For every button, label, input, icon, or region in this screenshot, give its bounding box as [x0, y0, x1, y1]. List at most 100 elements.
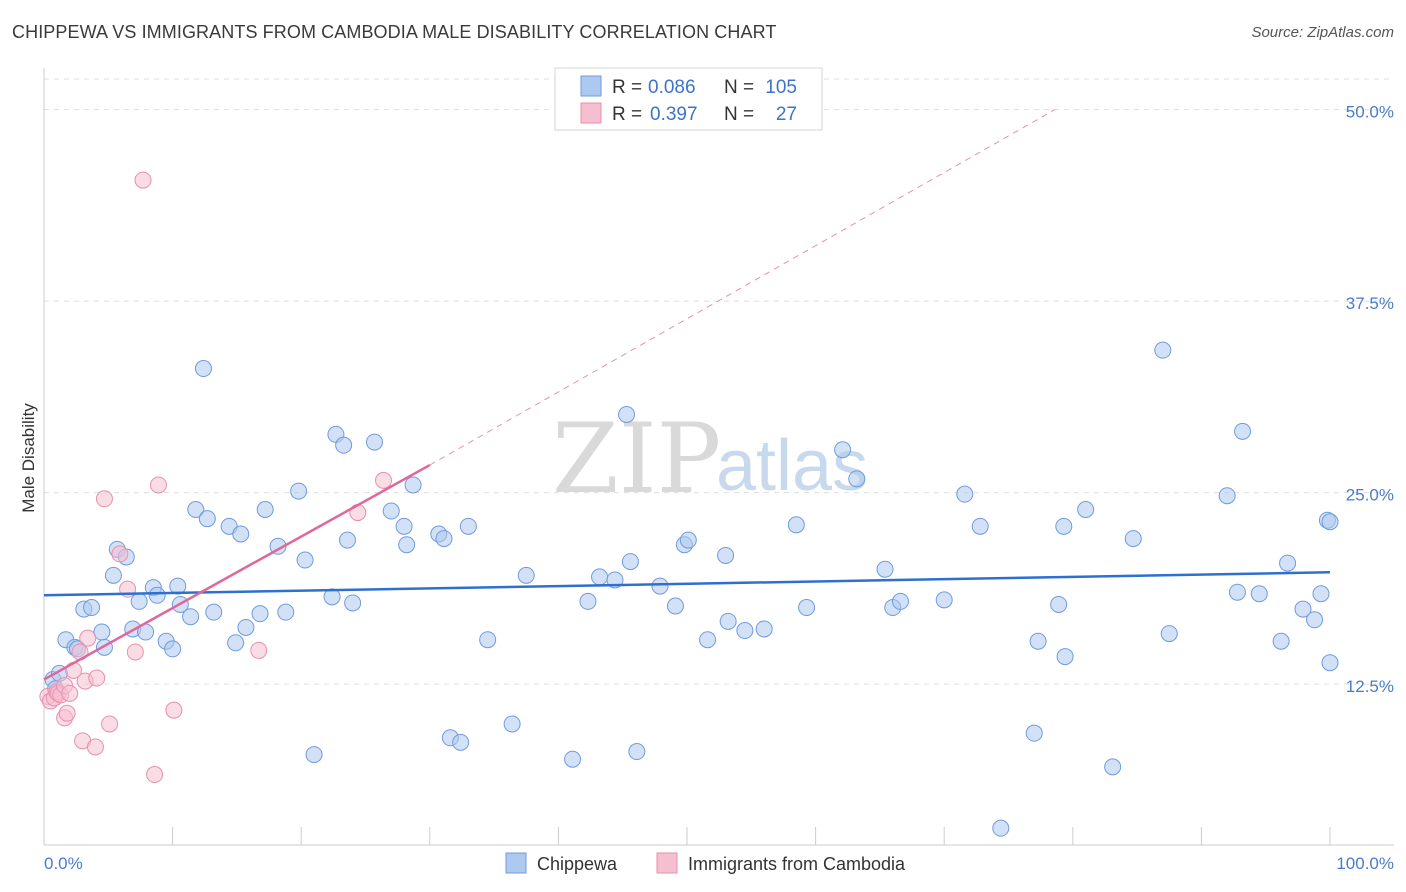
chippewa-point	[1321, 513, 1339, 531]
legend-r-label-1: R =	[612, 104, 642, 125]
y-tick-label: 50.0%	[1346, 103, 1394, 122]
chippewa-point	[935, 591, 953, 609]
chippewa-point	[452, 733, 470, 751]
chippewa-point	[787, 516, 805, 534]
cambodia-point	[61, 684, 79, 702]
legend-n-label-0: N =	[724, 77, 754, 98]
chippewa-point	[1228, 583, 1246, 601]
cambodia-trendline-extension	[429, 109, 1056, 466]
chippewa-point	[1029, 632, 1047, 650]
chippewa-point	[618, 406, 636, 424]
watermark-zip: ZIP	[552, 403, 721, 515]
chippewa-point	[666, 597, 684, 615]
chippewa-point	[621, 553, 639, 571]
correlation-legend: R = 0.086 N = 105 R = 0.397 N = 27	[554, 67, 823, 131]
chippewa-point	[344, 594, 362, 612]
legend-n-value-0: 105	[765, 77, 797, 98]
chippewa-point	[971, 517, 989, 535]
chippewa-point	[237, 618, 255, 636]
chippewa-point	[1306, 611, 1324, 629]
chippewa-point	[891, 592, 909, 610]
chippewa-point	[848, 470, 866, 488]
chippewa-point	[1279, 554, 1297, 572]
chippewa-point	[232, 525, 250, 543]
chippewa-point	[398, 536, 416, 554]
chippewa-point	[736, 622, 754, 640]
chippewa-point	[227, 634, 245, 652]
legend-r-value-0: 0.086	[648, 77, 696, 98]
chippewa-point	[104, 566, 122, 584]
chippewa-point	[296, 551, 314, 569]
cambodia-point	[88, 669, 106, 687]
chippewa-point	[876, 560, 894, 578]
chippewa-point	[290, 482, 308, 500]
chippewa-point	[198, 510, 216, 528]
chippewa-point	[148, 586, 166, 604]
chippewa-point	[277, 603, 295, 621]
chippewa-point	[366, 433, 384, 451]
chippewa-point	[992, 819, 1010, 837]
chippewa-point	[1272, 632, 1290, 650]
cambodia-point	[134, 171, 152, 189]
chippewa-point	[834, 441, 852, 459]
cambodia-point	[58, 704, 76, 722]
chippewa-point	[305, 746, 323, 764]
x-tick-label-min: 0.0%	[44, 854, 83, 873]
chippewa-point	[194, 360, 212, 378]
legend-r-label-0: R =	[612, 77, 642, 98]
chippewa-point	[251, 605, 269, 623]
chippewa-point	[1250, 585, 1268, 603]
cambodia-point	[101, 715, 119, 733]
chippewa-point	[335, 436, 353, 454]
chippewa-point	[1294, 600, 1312, 618]
chippewa-point	[130, 592, 148, 610]
legend-swatch-cambodia	[580, 102, 602, 124]
chart-title: CHIPPEWA VS IMMIGRANTS FROM CAMBODIA MAL…	[12, 22, 777, 42]
chippewa-point	[579, 592, 597, 610]
chippewa-point	[83, 599, 101, 617]
cambodia-point	[146, 766, 164, 784]
chippewa-trendline	[43, 571, 1331, 597]
legend-swatch-chippewa	[580, 75, 602, 97]
chippewa-point	[755, 620, 773, 638]
chippewa-point	[1312, 585, 1330, 603]
y-axis-label: Male Disability	[19, 403, 38, 513]
chippewa-point	[798, 599, 816, 617]
legend-n-label-1: N =	[724, 104, 754, 125]
chippewa-point	[93, 623, 111, 641]
chippewa-point	[591, 568, 609, 586]
cambodia-point	[165, 701, 183, 719]
chippewa-point	[205, 603, 223, 621]
chippewa-point	[404, 476, 422, 494]
chippewa-point	[1056, 648, 1074, 666]
chippewa-point	[1104, 758, 1122, 776]
y-tick-label: 37.5%	[1346, 294, 1394, 313]
chippewa-point	[1055, 517, 1073, 535]
cambodia-point	[250, 641, 268, 659]
source-credit: Source: ZipAtlas.com	[1251, 24, 1394, 41]
chippewa-point	[956, 485, 974, 503]
chippewa-point	[1124, 530, 1142, 548]
x-ticks	[43, 827, 1331, 845]
chippewa-point	[1077, 500, 1095, 518]
chippewa-point	[338, 531, 356, 549]
y-tick-labels: 12.5% 25.0% 37.5% 50.0%	[1346, 103, 1394, 697]
chippewa-point	[1234, 422, 1252, 440]
chippewa-point	[503, 715, 521, 733]
chippewa-point	[717, 546, 735, 564]
chippewa-point	[323, 588, 341, 606]
bottom-legend-swatch-chippewa	[505, 852, 527, 874]
chippewa-point	[256, 500, 274, 518]
chippewa-point	[164, 640, 182, 658]
chippewa-point	[459, 517, 477, 535]
cambodia-point	[79, 629, 97, 647]
cambodia-point	[375, 471, 393, 489]
gridlines	[44, 78, 1394, 685]
x-tick-label-max: 100.0%	[1336, 854, 1394, 873]
series-legend: Chippewa Immigrants from Cambodia	[505, 852, 906, 874]
y-tick-label: 12.5%	[1346, 677, 1394, 696]
cambodia-point	[126, 643, 144, 661]
cambodia-point	[111, 545, 129, 563]
chippewa-point	[1218, 487, 1236, 505]
chippewa-point	[1025, 724, 1043, 742]
